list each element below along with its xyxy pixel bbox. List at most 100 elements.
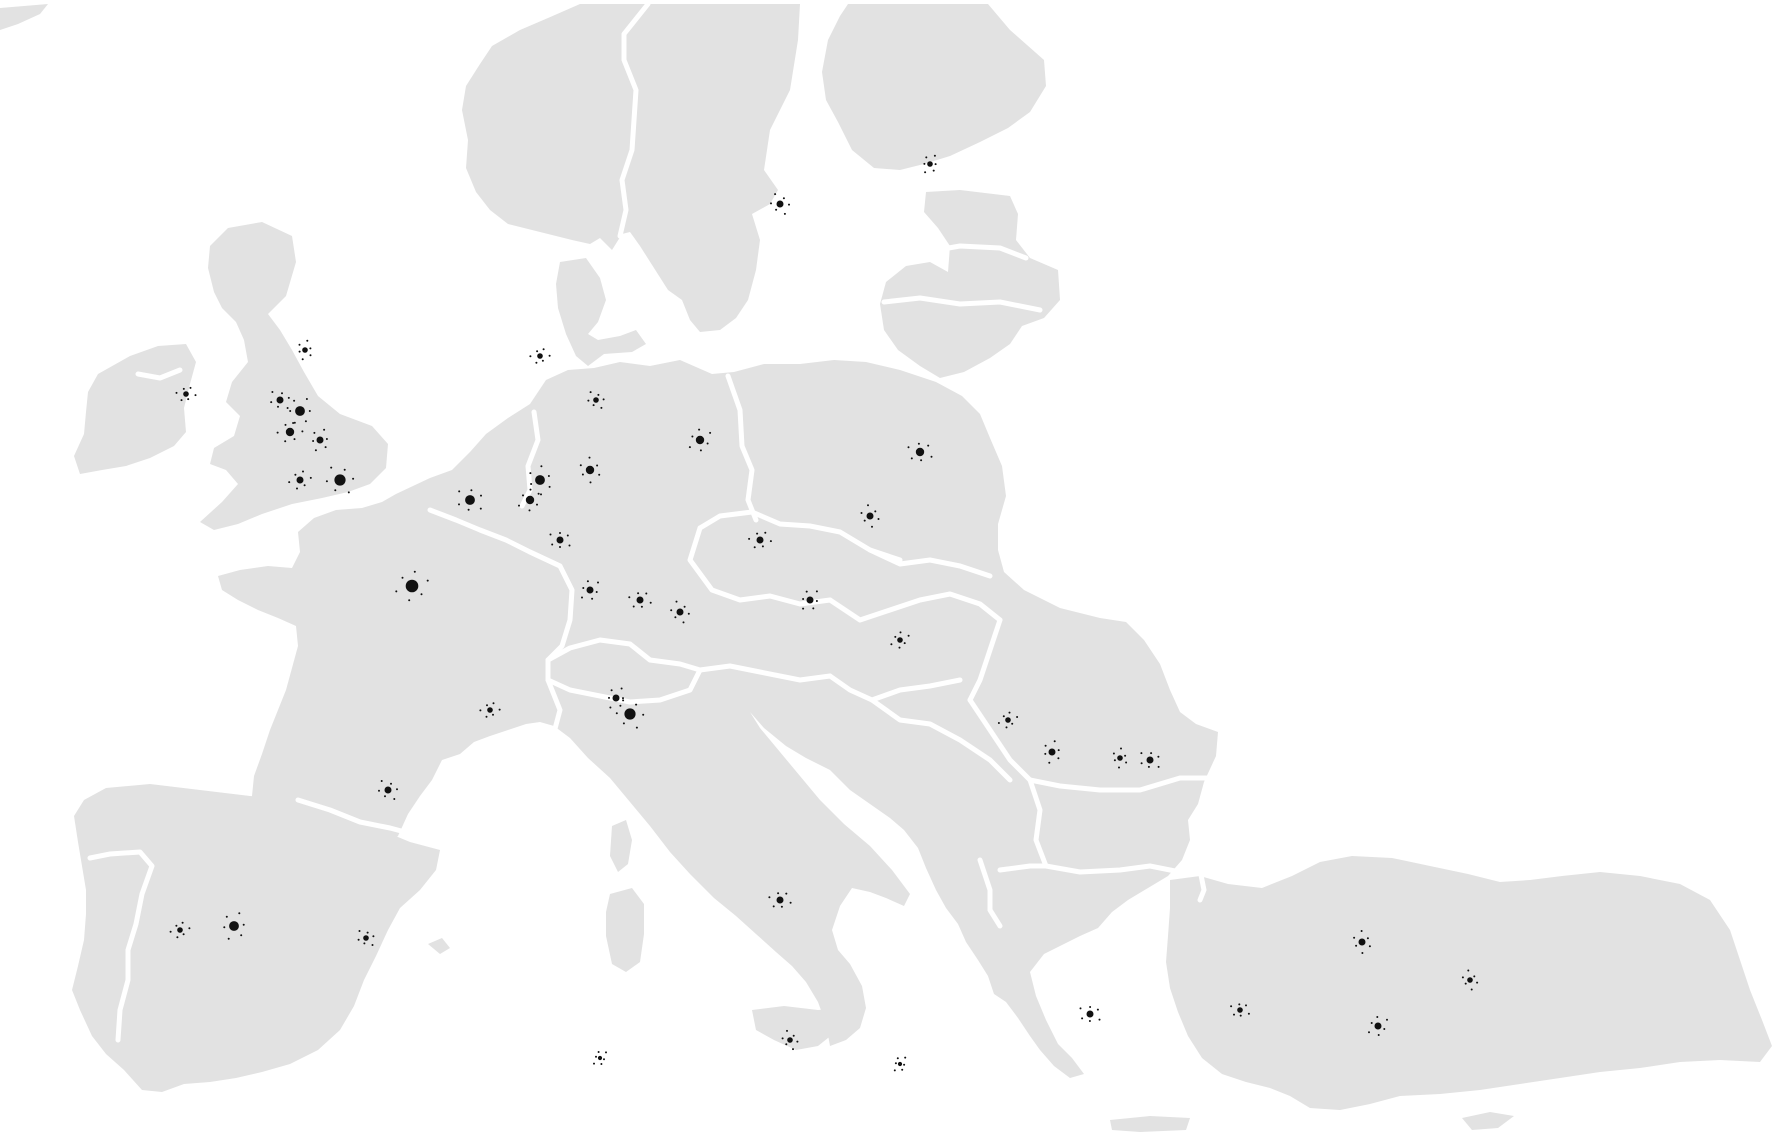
city-speckle: [194, 394, 197, 397]
land-turkey: [1166, 856, 1772, 1110]
city-speckle: [815, 590, 818, 593]
border-norway-sweden: [617, 1, 651, 239]
city-speckle: [182, 387, 185, 390]
city-speckle: [815, 600, 818, 602]
city-speckle: [802, 607, 805, 610]
city-speckle: [587, 399, 590, 402]
city-speckle: [603, 1058, 605, 1061]
city-speckle: [479, 507, 482, 510]
city-speckle: [591, 597, 594, 600]
city-speckle: [298, 343, 301, 346]
city-speckle: [1353, 936, 1356, 939]
city-speckle: [309, 476, 312, 479]
city-speckle: [1089, 1006, 1092, 1008]
city-speckle: [540, 493, 542, 496]
border-czech-germany: [697, 509, 903, 563]
border-serbia-bulgaria: [1027, 777, 1049, 869]
city-cluster-15: [866, 512, 874, 520]
border-romania-bulgaria: [1027, 775, 1213, 793]
city-speckle: [401, 576, 404, 579]
city-speckle: [371, 944, 374, 946]
city-speckle: [586, 580, 589, 583]
border-greece-turkey: [1197, 867, 1207, 903]
city-speckle: [642, 713, 645, 716]
city-speckle: [1377, 1034, 1380, 1036]
city-speckle: [1239, 1014, 1242, 1017]
city-cluster-44: [927, 161, 933, 167]
city-speckle: [785, 1043, 788, 1046]
city-speckle: [541, 359, 544, 362]
city-speckle: [271, 391, 274, 393]
city-speckle: [748, 537, 751, 540]
city-speckle: [1230, 1005, 1233, 1008]
city-speckle: [907, 446, 910, 449]
city-speckle: [592, 404, 595, 407]
city-speckle: [610, 689, 613, 692]
border-croatia-bosnia: [869, 697, 1013, 783]
city-cluster-40: [787, 1037, 793, 1043]
land-corsica: [610, 820, 632, 872]
border-macedonia: [997, 863, 1049, 873]
city-speckle: [920, 459, 923, 462]
city-speckle: [930, 455, 933, 458]
city-speckle: [276, 431, 279, 434]
city-speckle: [289, 410, 292, 412]
city-speckle: [932, 169, 935, 172]
city-cluster-42: [183, 391, 189, 397]
city-speckle: [1361, 952, 1364, 954]
city-speckle: [600, 406, 603, 409]
city-speckle: [796, 1040, 799, 1043]
city-speckle: [325, 438, 328, 440]
land-great-britain: [200, 222, 388, 530]
land-cyprus: [1462, 1112, 1514, 1130]
city-speckle: [777, 892, 780, 895]
city-cluster-25: [229, 921, 239, 931]
city-speckle: [305, 398, 308, 400]
city-speckle: [1096, 1008, 1099, 1011]
city-speckle: [699, 449, 702, 452]
city-speckle: [934, 163, 937, 166]
city-speckle: [426, 579, 429, 582]
city-speckle: [1470, 988, 1473, 991]
city-speckle: [396, 788, 398, 791]
city-cluster-27: [363, 935, 369, 941]
city-speckle: [1366, 937, 1369, 940]
city-cluster-41: [897, 1061, 903, 1067]
city-speckle: [1124, 754, 1127, 757]
city-speckle: [910, 457, 913, 460]
border-germany-netherlands: [519, 409, 541, 509]
city-cluster-45: [537, 353, 543, 359]
city-speckle: [287, 396, 290, 399]
city-speckle: [470, 489, 473, 492]
city-speckle: [542, 348, 545, 351]
city-speckle: [709, 431, 712, 434]
city-speckle: [492, 702, 495, 705]
city-speckle: [313, 431, 316, 434]
city-speckle: [390, 782, 392, 785]
city-speckle: [530, 483, 533, 485]
city-speckle: [294, 473, 297, 476]
city-speckle: [1079, 1007, 1082, 1010]
city-cluster-6: [302, 347, 308, 353]
city-speckle: [169, 930, 172, 933]
city-speckle: [860, 512, 863, 514]
city-speckle: [933, 154, 936, 157]
city-speckle: [682, 621, 685, 624]
city-speckle: [293, 399, 296, 402]
city-speckle: [1355, 944, 1358, 947]
city-speckle: [597, 393, 600, 396]
city-speckle: [223, 926, 226, 929]
city-speckle: [528, 509, 531, 512]
city-speckle: [775, 208, 778, 211]
city-speckle: [325, 480, 328, 483]
city-speckle: [867, 504, 869, 507]
city-speckle: [1464, 982, 1467, 985]
city-cluster-36: [1237, 1007, 1243, 1013]
city-speckle: [535, 361, 538, 364]
city-speckle: [903, 642, 906, 645]
city-speckle: [458, 503, 460, 506]
city-speckle: [898, 646, 901, 649]
city-speckle: [308, 410, 311, 412]
city-speckle: [347, 491, 350, 494]
city-speckle: [1118, 766, 1120, 769]
